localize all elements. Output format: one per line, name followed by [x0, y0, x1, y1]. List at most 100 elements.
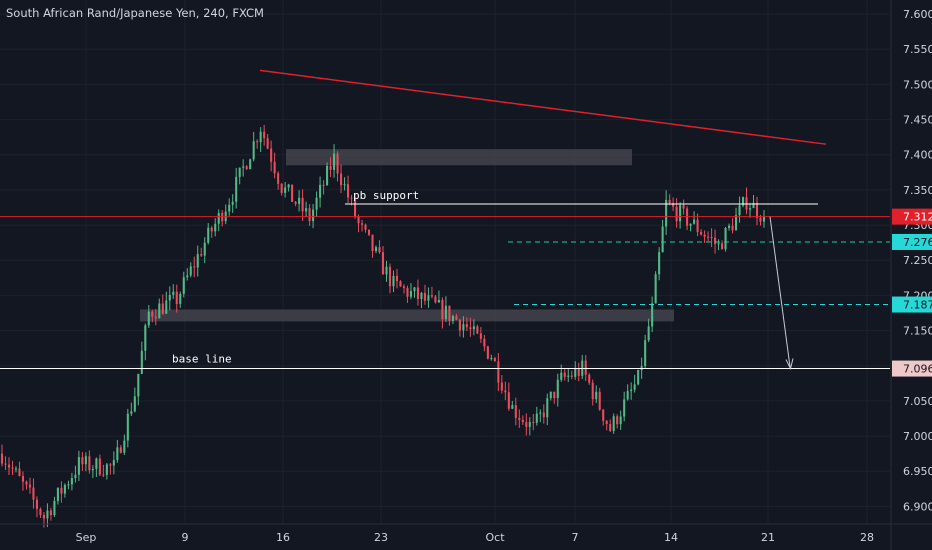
y-tick-label: 7.450	[903, 114, 932, 127]
candle	[284, 187, 287, 193]
candle	[294, 201, 297, 204]
candle	[668, 199, 671, 204]
candle	[53, 500, 56, 516]
x-tick-label: 23	[374, 531, 388, 544]
x-tick-label: Sep	[76, 531, 97, 544]
candle	[490, 358, 493, 360]
candle	[179, 293, 182, 304]
candle	[395, 275, 399, 282]
candle	[658, 252, 661, 275]
candle	[301, 197, 304, 212]
candle	[567, 375, 570, 377]
candle	[259, 131, 262, 143]
candle	[0, 453, 4, 464]
candle	[616, 416, 619, 425]
candle	[707, 236, 710, 238]
lower-zone[interactable]	[140, 309, 674, 322]
candle	[381, 252, 385, 275]
candle	[147, 311, 150, 326]
candle	[574, 368, 577, 377]
candle	[399, 281, 402, 287]
candle	[637, 370, 640, 385]
projection-arrow[interactable]	[769, 216, 791, 367]
price-badge-cyan[interactable]	[892, 296, 932, 313]
candle	[154, 316, 157, 319]
candle	[661, 226, 664, 253]
candle	[98, 458, 101, 475]
candle	[752, 202, 755, 209]
candle	[374, 247, 378, 252]
candle	[591, 382, 594, 400]
candle	[500, 382, 503, 391]
price-badge-cyan[interactable]	[892, 233, 932, 250]
candle	[651, 303, 654, 327]
candle	[228, 204, 231, 212]
candle	[340, 173, 343, 186]
candle	[308, 208, 311, 222]
chart-title: South African Rand/Japanese Yen, 240, FX…	[6, 6, 264, 20]
candle	[448, 305, 451, 322]
candle	[755, 202, 759, 218]
candle	[640, 366, 643, 371]
candle	[364, 224, 367, 230]
candle	[486, 346, 489, 359]
candle	[504, 390, 507, 393]
candle	[392, 275, 395, 287]
candle	[521, 419, 524, 423]
candle	[277, 173, 280, 184]
candle	[168, 294, 171, 301]
candle	[588, 374, 591, 383]
candle	[315, 197, 318, 210]
resistance-trendline[interactable]	[259, 69, 827, 145]
candle	[140, 350, 143, 374]
candle	[235, 176, 238, 202]
candle	[605, 420, 608, 425]
candle	[4, 463, 7, 465]
candle	[273, 161, 276, 174]
candle	[67, 484, 70, 486]
candle	[56, 487, 59, 501]
candle	[472, 326, 475, 330]
candle	[577, 368, 580, 376]
candle	[710, 237, 713, 239]
candle	[469, 327, 472, 330]
candle	[231, 201, 234, 205]
upper-zone[interactable]	[286, 149, 632, 166]
candle	[28, 484, 32, 488]
candle	[172, 291, 175, 295]
candle	[245, 166, 248, 170]
candle	[511, 405, 514, 409]
candle	[252, 141, 255, 160]
candle	[518, 417, 521, 420]
candle	[584, 360, 587, 375]
candle	[654, 274, 657, 304]
candle	[158, 303, 161, 319]
candle	[312, 209, 315, 222]
candle	[493, 358, 496, 362]
x-tick-label: 7	[572, 531, 579, 544]
candle	[298, 197, 301, 204]
candle	[21, 475, 25, 482]
candle	[105, 464, 108, 475]
candle	[91, 468, 94, 471]
candle	[612, 416, 615, 431]
candle	[630, 389, 633, 392]
price-badge-current[interactable]	[892, 208, 932, 225]
candle	[35, 499, 38, 509]
candle	[116, 447, 119, 461]
candle	[619, 416, 622, 425]
candle	[563, 372, 566, 377]
candle	[360, 223, 364, 225]
candle	[717, 243, 720, 245]
candle	[287, 184, 290, 188]
candle	[724, 228, 727, 250]
candle	[333, 153, 336, 170]
candle	[532, 422, 535, 424]
price-badge-light[interactable]	[892, 360, 932, 377]
candle	[455, 316, 458, 320]
y-tick-label: 7.500	[903, 78, 932, 91]
candle	[423, 292, 426, 301]
candle	[350, 197, 353, 199]
